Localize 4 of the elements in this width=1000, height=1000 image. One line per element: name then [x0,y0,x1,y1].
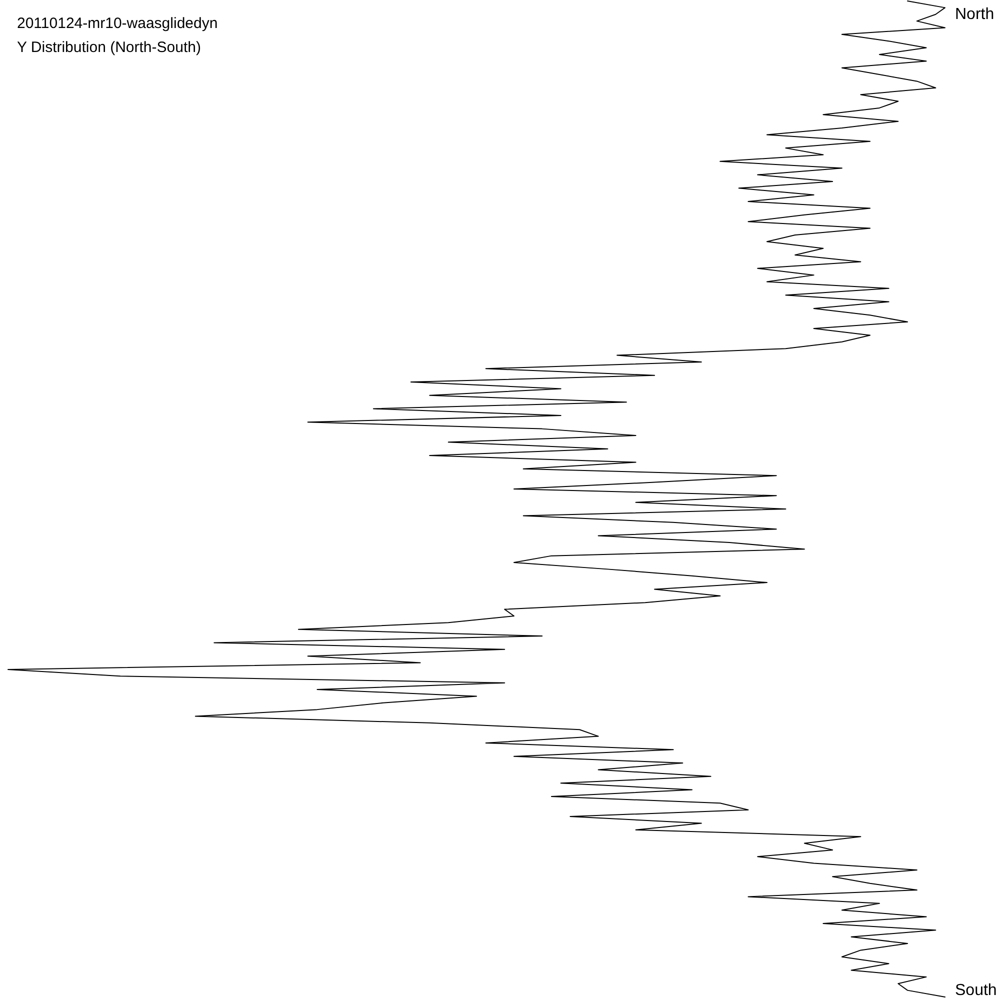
y-tick-label: South [955,982,997,999]
text: 20110124-mr10-waasglidedyn [17,15,218,32]
y-tick-label: North [955,6,994,23]
text: Y Distribution (North-South) [17,39,201,56]
